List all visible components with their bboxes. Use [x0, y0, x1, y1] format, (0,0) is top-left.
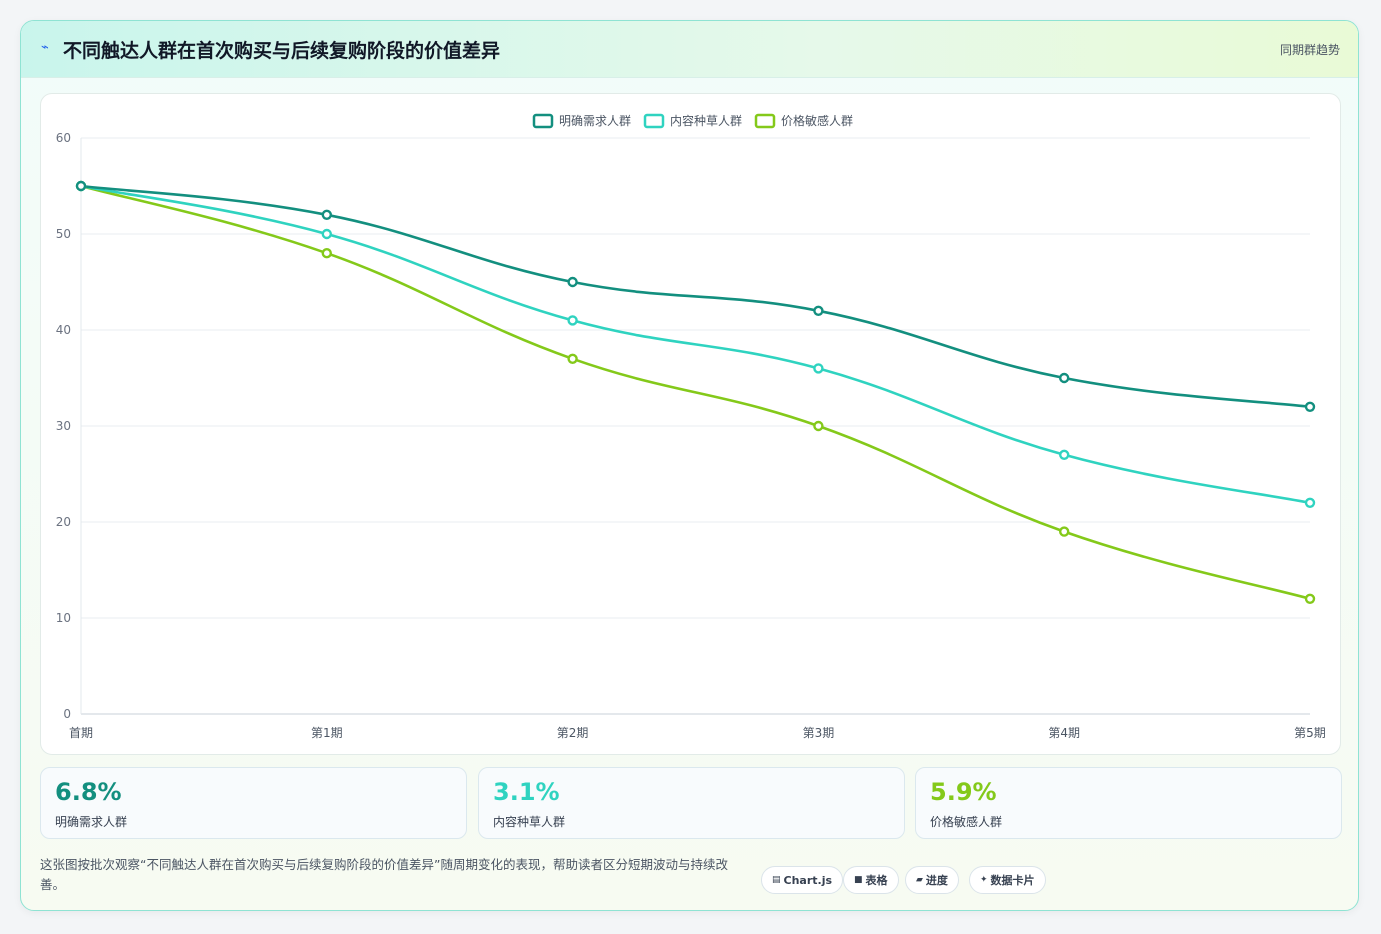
x-tick-label: 第5期 [1294, 726, 1326, 740]
sparkle-icon: ✦ [980, 875, 988, 885]
chart-icon: ▤ [772, 875, 781, 885]
data-point [1304, 401, 1316, 412]
y-tick-label: 50 [56, 227, 71, 241]
legend-label: 明确需求人群 [559, 114, 631, 128]
y-tick-label: 60 [56, 131, 71, 145]
stat-label: 明确需求人群 [55, 815, 128, 829]
stat-card-3: 5.9% 价格敏感人群 [915, 767, 1342, 839]
x-tick-label: 第2期 [557, 726, 589, 740]
y-tick-label: 30 [56, 419, 71, 433]
y-tick-label: 10 [56, 611, 71, 625]
legend-label: 内容种草人群 [670, 113, 742, 128]
data-point [813, 305, 824, 317]
header-tag: 同期群趋势 [1279, 43, 1340, 57]
card-header: ⌁ 不同触达人群在首次购买与后续复购阶段的价值差异 同期群趋势 [21, 21, 1358, 78]
data-point [321, 247, 332, 259]
data-point [813, 363, 824, 374]
data-point [1059, 526, 1070, 537]
stat-label: 价格敏感人群 [930, 815, 1003, 829]
data-point [321, 228, 332, 240]
stat-value: 3.1% [493, 778, 560, 806]
data-point [1304, 593, 1316, 604]
stat-card-2: 3.1% 内容种草人群 [478, 767, 905, 839]
data-point [1304, 497, 1316, 508]
y-tick-label: 40 [56, 323, 71, 337]
data-point [813, 420, 824, 432]
pill-data-card[interactable]: ✦ 数据卡片 [969, 866, 1046, 894]
pill-table[interactable]: ■ 表格 [843, 866, 899, 894]
data-point [75, 180, 87, 192]
x-tick-label: 第1期 [311, 726, 343, 740]
x-tick-label: 第4期 [1048, 726, 1080, 740]
progress-icon: ▰ [916, 875, 923, 885]
data-point [567, 353, 578, 364]
x-tick-label: 首期 [69, 726, 93, 740]
stat-value: 5.9% [930, 778, 997, 806]
data-point [1059, 449, 1070, 460]
y-tick-label: 20 [56, 515, 71, 529]
y-tick-label: 0 [63, 707, 71, 721]
page-title: 不同触达人群在首次购买与后续复购阶段的价值差异 [63, 40, 501, 62]
pill-chartjs[interactable]: ▤ Chart.js [761, 866, 844, 894]
pill-label: 进度 [925, 874, 948, 887]
stat-label: 内容种草人群 [493, 815, 566, 829]
pill-progress[interactable]: ▰ 进度 [905, 866, 959, 894]
line-chart: 0 10 20 30 40 50 60 首期 第1期 第2期 第3期 第4期 第5期 明确需求人群 内容种草… [56, 113, 1326, 740]
chart-description: 这张图按批次观察“不同触达人群在首次购买与后续复购阶段的价值差异”随周期变化的表… [40, 857, 728, 892]
x-tick-label: 第3期 [803, 726, 835, 740]
legend-swatch [643, 113, 665, 129]
table-icon: ■ [854, 875, 863, 885]
chart-panel: 0 10 20 30 40 50 60 首期 第1期 第2期 第3期 第4期 第5期 明确需求人群 内容种草… [40, 93, 1341, 755]
pill-label: 表格 [865, 874, 888, 887]
pill-label: Chart.js [783, 873, 833, 887]
legend-swatch [532, 113, 554, 129]
series-line [80, 184, 1311, 601]
data-point [321, 209, 332, 221]
data-point [567, 315, 578, 326]
lightning-icon: ⌁ [41, 40, 49, 55]
legend-label: 价格敏感人群 [781, 113, 853, 128]
data-point [567, 276, 578, 288]
pill-label: 数据卡片 [990, 874, 1035, 887]
stat-card-1: 6.8% 明确需求人群 [40, 767, 467, 839]
data-point [1059, 372, 1070, 384]
chart-card: ⌁ 不同触达人群在首次购买与后续复购阶段的价值差异 同期群趋势 0 10 20 30 4… [20, 20, 1359, 911]
stat-value: 6.8% [55, 778, 122, 806]
series-line [80, 184, 1311, 409]
legend-swatch [754, 113, 776, 129]
series-line [80, 184, 1311, 505]
